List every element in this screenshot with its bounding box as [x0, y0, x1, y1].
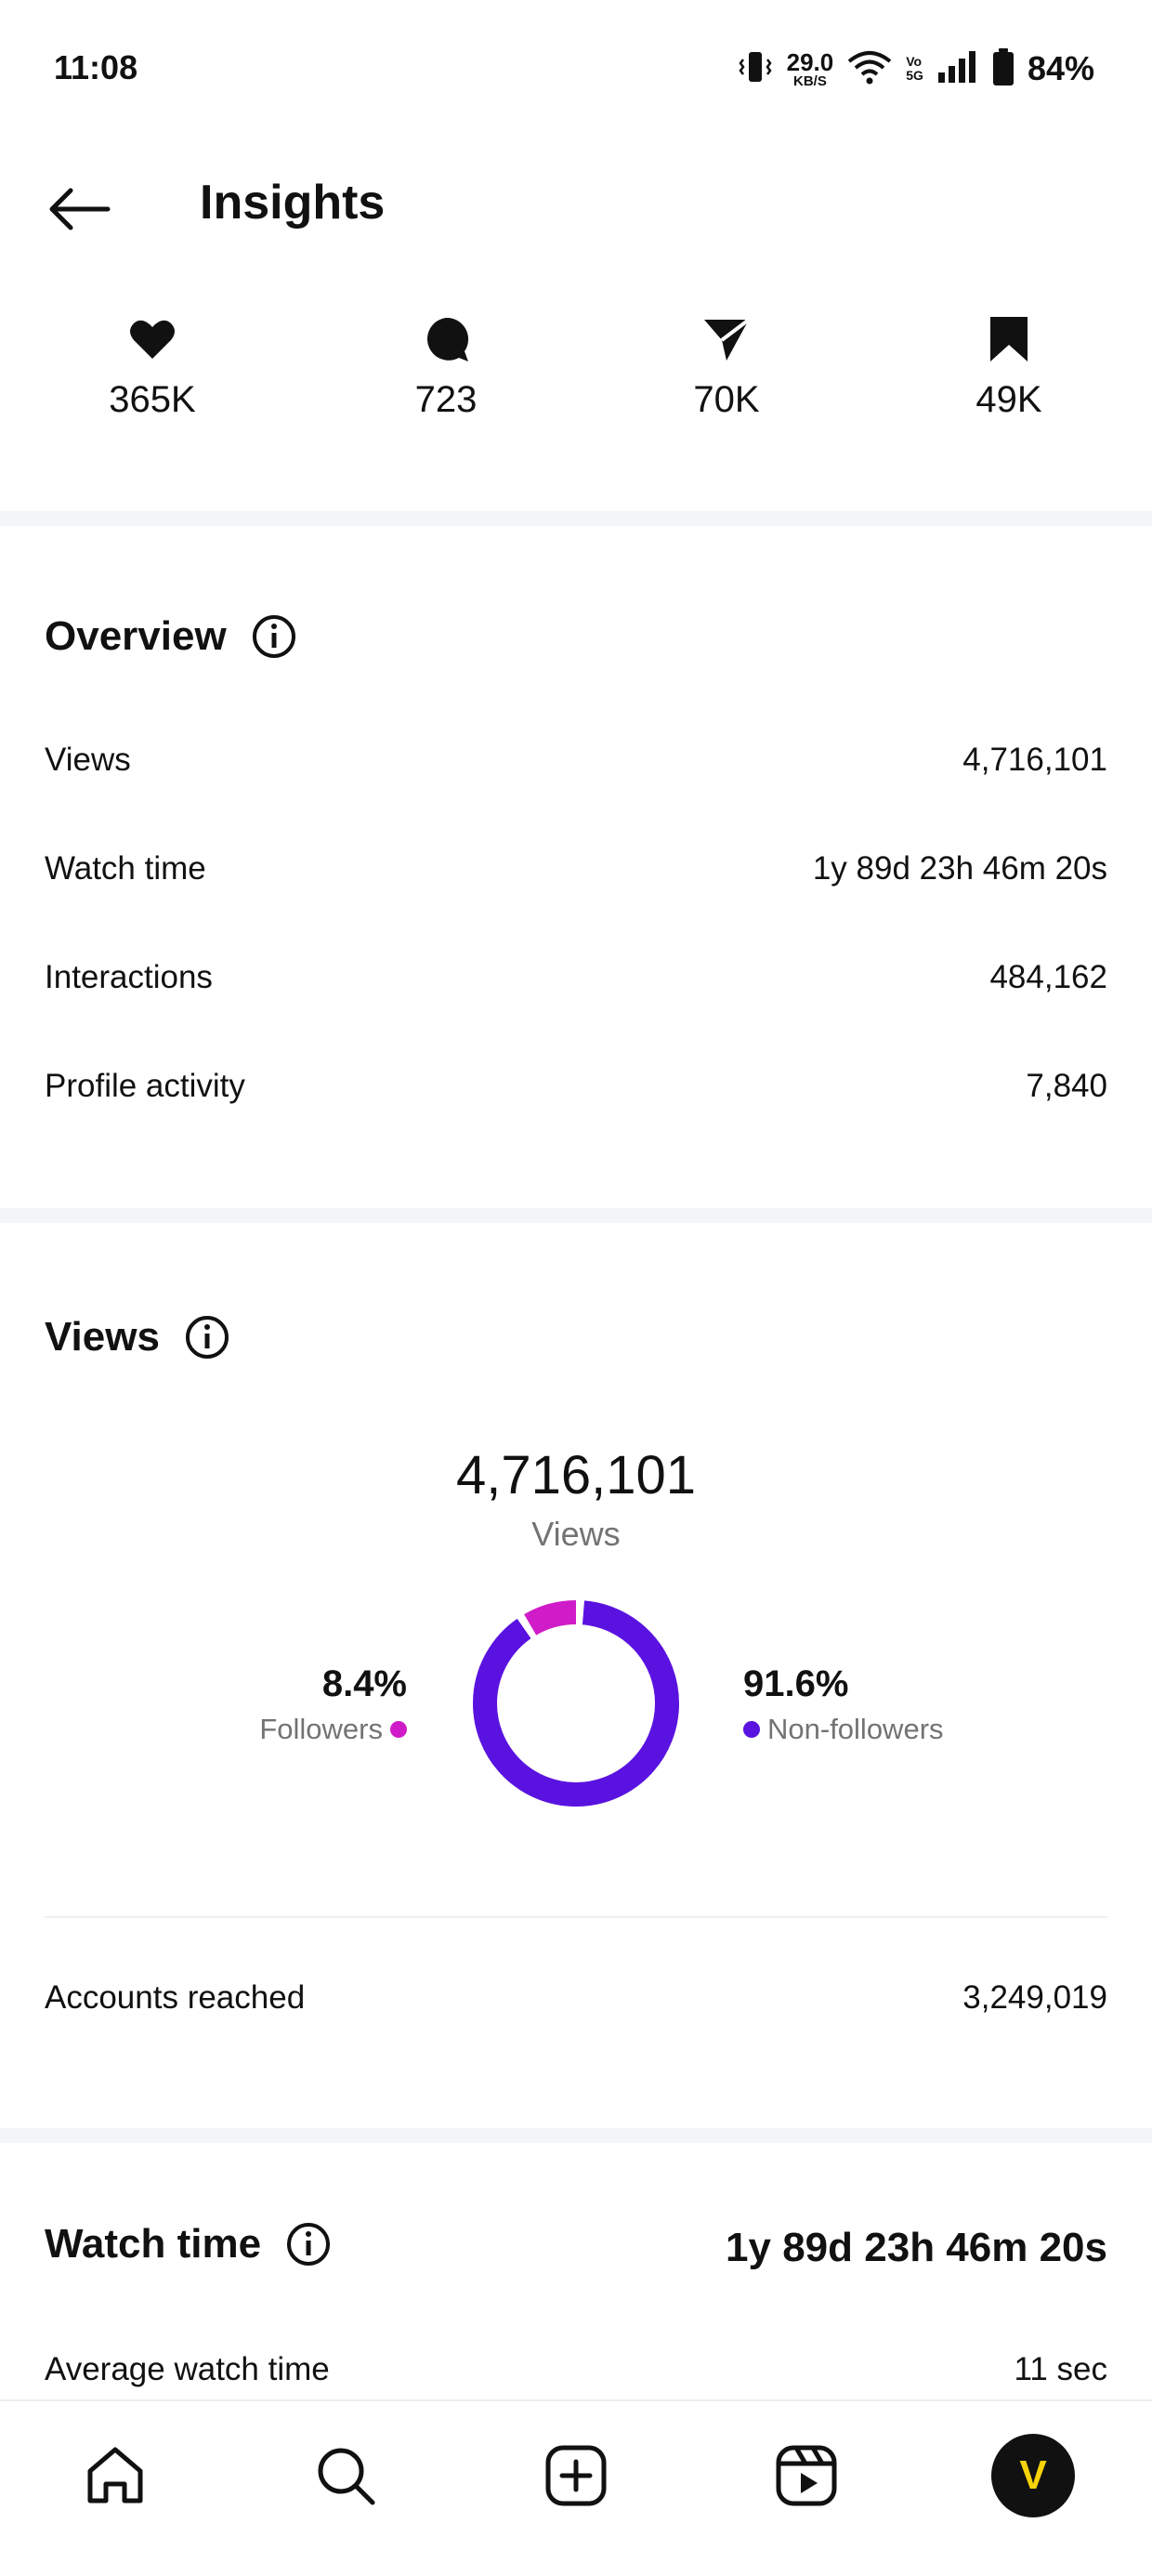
nonfollowers-label: Non-followers [767, 1713, 944, 1746]
comments-count: 723 [353, 379, 539, 421]
section-divider [0, 1208, 1152, 1223]
row-value: 484,162 [989, 959, 1107, 996]
home-icon [83, 2443, 148, 2508]
shares-count: 70K [634, 379, 819, 421]
section-divider [0, 2128, 1152, 2143]
avatar: V [991, 2434, 1075, 2517]
watch-time-section-title: Watch time [45, 2221, 332, 2267]
nonfollowers-dot [743, 1721, 760, 1738]
search-icon [313, 2443, 378, 2508]
row-value: 11 sec [1014, 2351, 1107, 2388]
back-arrow-icon [46, 186, 111, 232]
bookmark-icon [916, 307, 1102, 372]
battery-icon [992, 47, 1015, 91]
status-time: 11:08 [54, 48, 137, 87]
watch-time-value: 1y 89d 23h 46m 20s [726, 2225, 1107, 2271]
row-value: 1y 89d 23h 46m 20s [813, 850, 1107, 887]
saves-stat[interactable]: 49K [916, 307, 1102, 421]
status-bar: 11:08 29.0 KB/S [0, 0, 1152, 139]
search-button[interactable] [299, 2429, 392, 2522]
row-label: Interactions [45, 959, 213, 996]
profile-button[interactable]: V [987, 2429, 1080, 2522]
overview-row-watch-time[interactable]: Watch time 1y 89d 23h 46m 20s [45, 850, 1107, 887]
nonfollowers-percent: 91.6% [743, 1663, 944, 1705]
row-value: 4,716,101 [962, 742, 1107, 779]
nonfollowers-legend: 91.6% Non-followers [743, 1663, 944, 1746]
comment-icon [353, 307, 539, 372]
header: Insights [0, 149, 1152, 269]
info-icon[interactable] [251, 613, 297, 660]
volte-top: Vo [906, 55, 923, 69]
followers-legend: 8.4% Followers [259, 1663, 407, 1746]
donut-nonfollowers-arc [485, 1612, 667, 1794]
overview-row-interactions[interactable]: Interactions 484,162 [45, 959, 1107, 996]
row-label: Watch time [45, 850, 206, 887]
section-divider [0, 511, 1152, 526]
row-label: Profile activity [45, 1068, 245, 1105]
volte-bottom: 5G [906, 69, 923, 83]
views-section-title: Views [45, 1314, 230, 1360]
create-button[interactable] [530, 2429, 622, 2522]
views-donut-chart [469, 1597, 683, 1810]
followers-label: Followers [259, 1713, 383, 1746]
overview-section-title: Overview [45, 613, 297, 660]
views-total-label: Views [0, 1515, 1152, 1554]
views-total: 4,716,101 [0, 1444, 1152, 1506]
info-icon[interactable] [285, 2221, 332, 2267]
likes-count: 365K [59, 379, 245, 421]
row-value: 7,840 [1026, 1068, 1107, 1105]
volte-indicator: Vo 5G [906, 55, 923, 82]
average-watch-time-row[interactable]: Average watch time 11 sec [45, 2351, 1107, 2388]
followers-percent: 8.4% [259, 1663, 407, 1705]
overview-title: Overview [45, 613, 227, 660]
network-speed-value: 29.0 [787, 50, 834, 74]
overview-row-profile-activity[interactable]: Profile activity 7,840 [45, 1068, 1107, 1105]
watch-time-title: Watch time [45, 2221, 261, 2267]
share-icon [634, 307, 819, 372]
create-icon [543, 2443, 609, 2508]
row-label: Views [45, 742, 131, 779]
views-title: Views [45, 1314, 160, 1360]
wifi-icon [846, 48, 893, 90]
comments-stat[interactable]: 723 [353, 307, 539, 421]
saves-count: 49K [916, 379, 1102, 421]
nonfollowers-label-row: Non-followers [743, 1713, 944, 1746]
back-button[interactable] [37, 167, 121, 251]
likes-stat[interactable]: 365K [59, 307, 245, 421]
network-speed: 29.0 KB/S [787, 50, 834, 88]
vibrate-icon [737, 48, 774, 90]
engagement-stats: 365K 723 70K [0, 307, 1152, 455]
info-icon[interactable] [184, 1314, 230, 1360]
accounts-reached-row[interactable]: Accounts reached 3,249,019 [45, 1979, 1107, 2017]
donut-followers-arc [469, 1597, 683, 1810]
bottom-navigation: V [0, 2399, 1152, 2576]
shares-stat[interactable]: 70K [634, 307, 819, 421]
battery-percent: 84% [1028, 49, 1094, 88]
row-label: Accounts reached [45, 1979, 305, 2017]
heart-icon [59, 307, 245, 372]
network-speed-unit: KB/S [793, 74, 827, 88]
reels-icon [774, 2443, 839, 2508]
page-title: Insights [200, 175, 385, 230]
row-value: 3,249,019 [962, 1979, 1107, 2017]
signal-icon [936, 48, 979, 90]
divider-line [45, 1916, 1107, 1918]
status-icons: 29.0 KB/S Vo 5G [737, 46, 1094, 91]
followers-label-row: Followers [259, 1713, 407, 1746]
row-label: Average watch time [45, 2351, 330, 2388]
followers-dot [390, 1721, 407, 1738]
overview-row-views[interactable]: Views 4,716,101 [45, 742, 1107, 779]
reels-button[interactable] [760, 2429, 853, 2522]
home-button[interactable] [69, 2429, 162, 2522]
